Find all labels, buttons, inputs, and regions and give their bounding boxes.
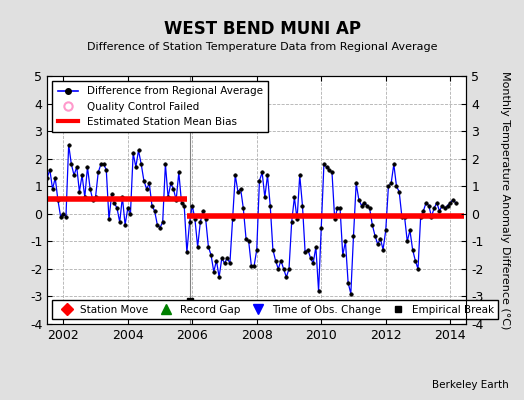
Text: Difference of Station Temperature Data from Regional Average: Difference of Station Temperature Data f… [87, 42, 437, 52]
Legend: Station Move, Record Gap, Time of Obs. Change, Empirical Break: Station Move, Record Gap, Time of Obs. C… [52, 300, 498, 319]
Text: Berkeley Earth: Berkeley Earth [432, 380, 508, 390]
Text: WEST BEND MUNI AP: WEST BEND MUNI AP [163, 20, 361, 38]
Y-axis label: Monthly Temperature Anomaly Difference (°C): Monthly Temperature Anomaly Difference (… [500, 71, 510, 329]
